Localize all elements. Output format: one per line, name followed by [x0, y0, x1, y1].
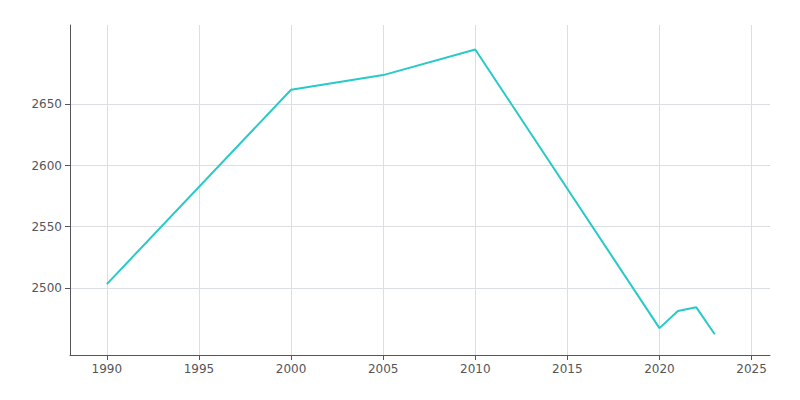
svg-text:2020: 2020 [644, 362, 675, 376]
svg-text:2000: 2000 [276, 362, 307, 376]
svg-text:2010: 2010 [460, 362, 491, 376]
svg-text:2025: 2025 [736, 362, 767, 376]
svg-text:2550: 2550 [31, 220, 62, 234]
svg-text:1990: 1990 [92, 362, 123, 376]
svg-text:2500: 2500 [31, 281, 62, 295]
svg-text:1995: 1995 [184, 362, 215, 376]
svg-text:2005: 2005 [368, 362, 399, 376]
svg-text:2015: 2015 [552, 362, 583, 376]
svg-text:2600: 2600 [31, 159, 62, 173]
svg-text:2650: 2650 [31, 97, 62, 111]
